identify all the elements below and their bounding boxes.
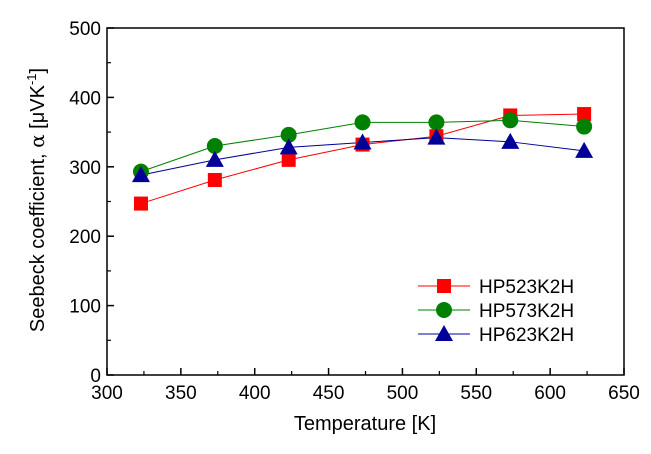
- series-layer: [131, 107, 594, 211]
- y-axis-title-alpha: α: [25, 134, 49, 148]
- legend-item: HP573K2H: [418, 301, 574, 322]
- data-point: [427, 128, 446, 145]
- data-point: [428, 114, 445, 131]
- legend-item: HP623K2H: [418, 325, 574, 346]
- data-point: [205, 150, 224, 167]
- y-axis-title-sup: -1: [24, 73, 39, 85]
- x-tick-label: 500: [387, 383, 419, 404]
- x-axis-title: Temperature [K]: [294, 413, 436, 435]
- legend-marker: [436, 302, 452, 318]
- plot-frame: [106, 27, 625, 376]
- y-axis-title-main: Seebeck coefficient,: [27, 148, 49, 332]
- data-point: [353, 133, 372, 150]
- series-markers-HP623K2H: [131, 128, 594, 183]
- data-point: [280, 126, 297, 143]
- legend: HP523K2H HP573K2H HP623K2H: [418, 277, 574, 346]
- data-point: [575, 141, 594, 158]
- data-point: [279, 138, 298, 155]
- x-tick-label: 600: [534, 383, 566, 404]
- data-point: [131, 166, 150, 183]
- y-tick-label: 0: [90, 366, 101, 387]
- data-point: [207, 172, 222, 187]
- data-point: [354, 114, 371, 131]
- y-axis-title-close: ]: [27, 68, 49, 74]
- x-tick-label: 300: [91, 383, 123, 404]
- x-tick-label: 350: [165, 383, 197, 404]
- x-tick-label: 400: [239, 383, 271, 404]
- data-point: [501, 132, 520, 149]
- legend-marker: [437, 279, 451, 293]
- y-axis-title-unit: [μVK: [27, 84, 49, 134]
- legend-item: HP523K2H: [418, 277, 574, 298]
- y-tick-label: 300: [69, 158, 101, 179]
- x-tick-label: 550: [460, 383, 492, 404]
- y-tick-label: 500: [69, 19, 101, 40]
- x-axis-ticks: 300 350 400 450 500 550 600 650: [91, 368, 640, 404]
- legend-label: HP523K2H: [479, 277, 574, 298]
- legend-marker: [435, 325, 453, 341]
- y-tick-label: 100: [69, 297, 101, 318]
- data-point: [576, 118, 593, 135]
- y-axis-ticks: 0 100 200 300 400 500: [69, 19, 114, 387]
- y-tick-label: 400: [69, 88, 101, 109]
- legend-label: HP623K2H: [479, 325, 574, 346]
- data-point: [206, 137, 223, 154]
- data-point: [281, 152, 296, 167]
- x-tick-label: 650: [608, 383, 640, 404]
- legend-label: HP573K2H: [479, 301, 574, 322]
- x-tick-label: 450: [313, 383, 345, 404]
- y-axis-title: Seebeck coefficient, α [μVK-1]: [24, 68, 49, 332]
- data-point: [133, 196, 148, 211]
- y-tick-label: 200: [69, 227, 101, 248]
- data-point: [502, 112, 519, 129]
- data-point: [577, 107, 592, 122]
